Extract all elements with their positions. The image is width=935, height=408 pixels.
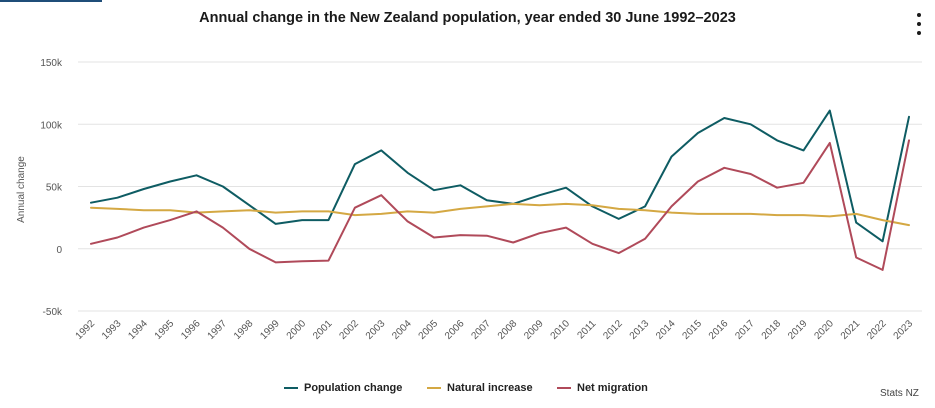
series-line-net-migration [90,139,910,271]
x-tick-label: 2016 [707,318,731,342]
x-tick-label: 2012 [601,318,625,342]
x-tick-label: 2004 [390,318,414,342]
x-tick-label: 1994 [126,318,150,342]
series-line-population-change [90,109,910,243]
x-tick-label: 2013 [628,318,652,342]
x-tick-label: 1992 [74,318,98,342]
series-line-natural-increase [90,202,910,227]
menu-dot [917,22,921,26]
legend-label: Natural increase [447,382,533,394]
y-tick-label: -50k [43,307,63,318]
x-tick-label: 2023 [892,318,916,342]
x-tick-label: 2003 [364,318,388,342]
y-tick-label: 50k [46,183,63,194]
y-tick-label: 0 [56,245,62,256]
x-tick-label: 1996 [179,318,203,342]
legend-item-population-change[interactable]: Population change [284,382,402,394]
legend-swatch [427,387,441,389]
x-tick-label: 2009 [522,318,546,342]
x-tick-label: 2015 [681,318,705,342]
legend-item-natural-increase[interactable]: Natural increase [427,382,533,394]
menu-dot [917,31,921,35]
x-tick-label: 2018 [760,318,784,342]
y-tick-label: 100k [40,120,63,131]
legend-swatch [557,387,571,389]
x-tick-label: 1998 [232,318,256,342]
x-tick-label: 2007 [469,318,493,342]
x-tick-label: 2005 [417,318,441,342]
menu-dot [917,13,921,17]
x-tick-label: 2008 [496,318,520,342]
x-tick-label: 2014 [654,318,678,342]
y-tick-label: 150k [40,58,63,69]
x-tick-label: 2010 [549,318,573,342]
x-tick-label: 1995 [153,318,177,342]
x-tick-label: 2021 [839,318,863,342]
x-tick-label: 2019 [786,318,810,342]
x-tick-label: 1999 [258,318,282,342]
x-tick-label: 2011 [575,318,598,341]
legend-swatch [284,387,298,389]
x-tick-label: 2022 [865,318,889,342]
x-tick-label: 1997 [206,318,230,342]
more-options-menu-icon[interactable] [912,13,926,35]
legend-label: Net migration [577,382,648,394]
chart-title: Annual change in the New Zealand populat… [199,10,736,26]
x-tick-label: 2000 [285,318,309,342]
legend-label: Population change [304,382,403,394]
x-tick-label: 2006 [443,318,467,342]
y-axis-title: Annual change [16,156,27,223]
source-credit: Stats NZ [880,388,919,399]
x-tick-label: 2017 [733,318,757,342]
x-tick-label: 2002 [337,318,361,342]
x-tick-label: 1993 [100,318,124,342]
top-accent-bar [0,0,102,2]
chart-legend: Population change Natural increase Net m… [0,382,935,402]
legend-item-net-migration[interactable]: Net migration [557,382,648,394]
x-tick-label: 2020 [812,318,836,342]
x-tick-label: 2001 [311,318,335,342]
